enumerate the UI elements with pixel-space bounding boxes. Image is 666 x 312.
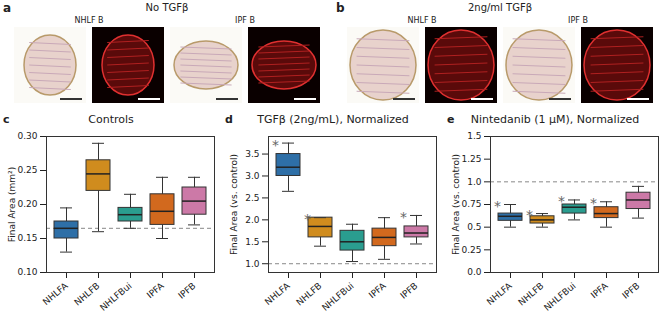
svg-text:2ng/ml TGFβ: 2ng/ml TGFβ — [468, 2, 532, 13]
svg-text:*: * — [558, 193, 565, 209]
svg-text:*: * — [304, 211, 311, 227]
svg-text:IPF B: IPF B — [235, 16, 255, 25]
svg-text:NHLFBui: NHLFBui — [542, 281, 578, 312]
html-text:TGFβ (2ng/mL), Normalized: TGFβ (2ng/mL), Normalized — [257, 113, 409, 126]
svg-text:0.25: 0.25 — [17, 165, 37, 175]
svg-text:0.0: 0.0 — [467, 267, 482, 277]
svg-text:NHLFB: NHLFB — [294, 281, 323, 308]
svg-text:IPFA: IPFA — [589, 280, 610, 300]
svg-text:a: a — [3, 1, 11, 15]
svg-text:1.0: 1.0 — [245, 259, 260, 269]
svg-text:IPFA: IPFA — [367, 280, 388, 300]
html-text:Nintedanib (1 μM), Normalized: Nintedanib (1 μM), Normalized — [470, 113, 640, 126]
svg-text:NHLF B: NHLF B — [407, 16, 436, 25]
svg-text:NHLFBui: NHLFBui — [320, 281, 356, 312]
svg-text:3.0: 3.0 — [245, 171, 260, 181]
svg-text:0.20: 0.20 — [17, 199, 37, 209]
svg-text:0.10: 0.10 — [17, 267, 37, 277]
html-text:d: d — [225, 113, 233, 126]
svg-text:NHLFA: NHLFA — [485, 280, 514, 307]
svg-text:NHLFA: NHLFA — [263, 280, 292, 307]
svg-text:2.5: 2.5 — [245, 193, 259, 203]
svg-text:*: * — [272, 137, 279, 153]
svg-text:No TGFβ: No TGFβ — [146, 2, 189, 13]
svg-text:NHLF B: NHLF B — [74, 16, 103, 25]
svg-text:1.0: 1.0 — [467, 177, 482, 187]
html-text:Controls: Controls — [88, 113, 134, 126]
svg-text:IPF B: IPF B — [568, 16, 588, 25]
svg-text:NHLFBui: NHLFBui — [98, 281, 134, 312]
svg-text:*: * — [494, 198, 501, 214]
svg-text:Final Area (vs. control): Final Area (vs. control) — [229, 154, 239, 255]
html-text:e: e — [447, 113, 455, 126]
svg-text:0.75: 0.75 — [461, 199, 481, 209]
svg-text:IPFB: IPFB — [398, 281, 419, 301]
svg-text:1.25: 1.25 — [461, 154, 481, 164]
html-text:c: c — [3, 113, 10, 126]
svg-text:0.30: 0.30 — [17, 131, 37, 141]
svg-text:0.15: 0.15 — [17, 233, 37, 243]
svg-text:0.5: 0.5 — [467, 222, 481, 232]
svg-text:1.5: 1.5 — [467, 131, 481, 141]
svg-text:*: * — [526, 207, 533, 223]
svg-text:1.5: 1.5 — [245, 237, 259, 247]
svg-text:*: * — [590, 195, 597, 211]
svg-text:NHLFA: NHLFA — [41, 280, 70, 307]
svg-text:IPFA: IPFA — [145, 280, 166, 300]
svg-text:NHLFB: NHLFB — [72, 281, 101, 308]
svg-text:2.0: 2.0 — [245, 215, 260, 225]
svg-text:*: * — [400, 209, 407, 225]
svg-text:IPFB: IPFB — [176, 281, 197, 301]
svg-text:Final Area (vs. control): Final Area (vs. control) — [451, 154, 461, 255]
svg-text:NHLFB: NHLFB — [516, 281, 545, 308]
svg-text:Final Area (mm²): Final Area (mm²) — [7, 167, 17, 242]
svg-text:0.25: 0.25 — [461, 245, 481, 255]
svg-text:3.5: 3.5 — [245, 149, 259, 159]
svg-text:b: b — [336, 1, 345, 15]
svg-text:IPFB: IPFB — [620, 281, 641, 301]
